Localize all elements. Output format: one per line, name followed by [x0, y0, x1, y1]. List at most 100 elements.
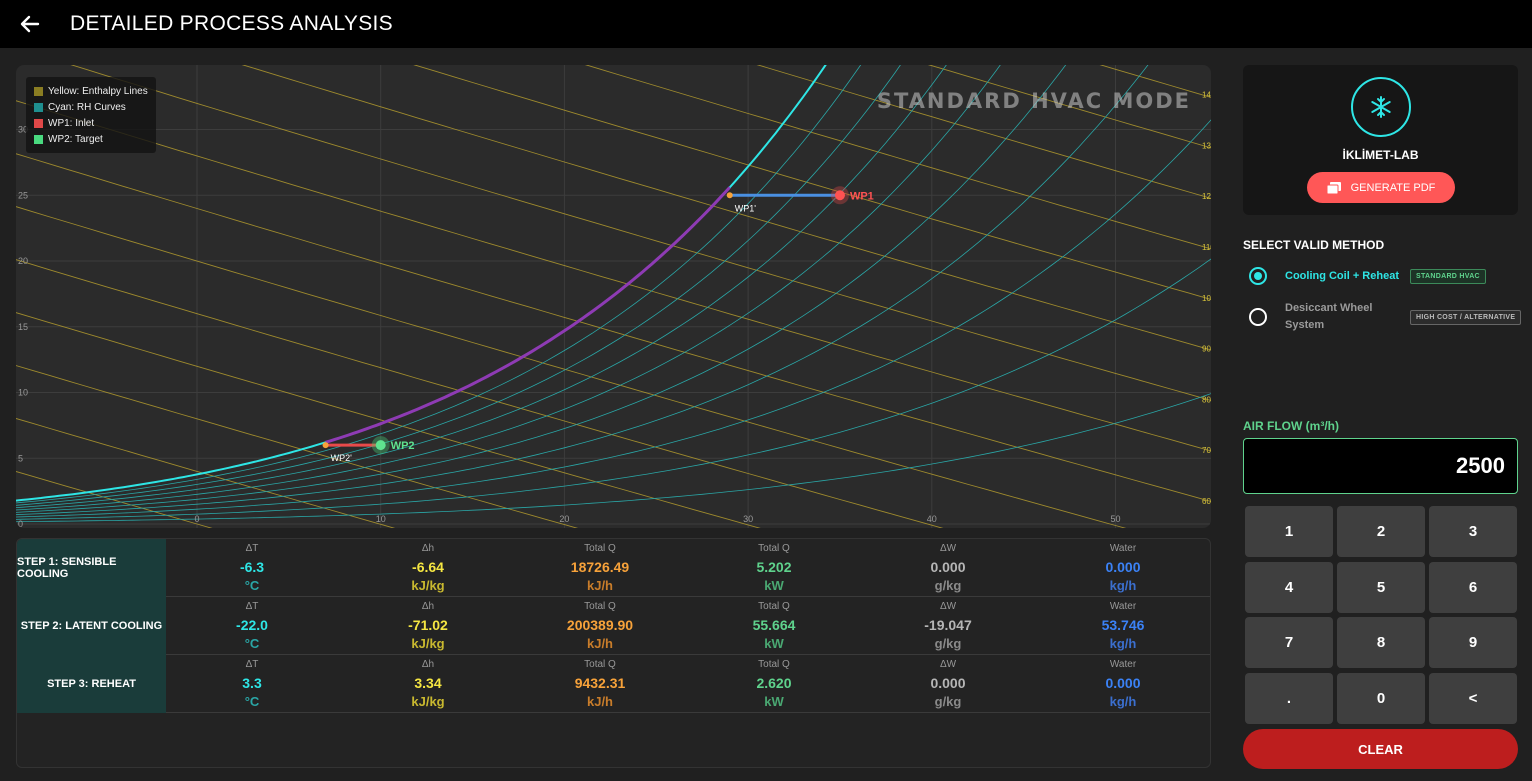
y-tick-label: 0	[18, 519, 23, 528]
cell-unit: kg/h	[1109, 578, 1137, 593]
cell-value: -19.047	[924, 617, 972, 633]
cell-value: 0.000	[1105, 559, 1141, 575]
method-option-desiccant-wheel[interactable]: Desiccant Wheel System HIGH COST / ALTER…	[1249, 300, 1524, 334]
enthalpy-line	[16, 259, 944, 528]
table-cell: Water 53.746 kg/h	[1037, 597, 1209, 655]
back-button[interactable]	[16, 10, 44, 38]
x-tick-label: 30	[743, 514, 753, 524]
cell-value: 0.000	[930, 675, 966, 691]
cell-value: -6.3	[239, 559, 265, 575]
radio-unselected[interactable]	[1249, 308, 1267, 326]
enthalpy-tick-label: 70	[1202, 446, 1211, 455]
table-cell: Δh -71.02 kJ/kg	[342, 597, 514, 655]
legend-item-wp2: WP2: Target	[34, 131, 148, 147]
rh-curve	[16, 65, 1067, 513]
generate-pdf-button[interactable]: GENERATE PDF	[1307, 172, 1455, 203]
legend-label: WP2: Target	[48, 133, 103, 145]
table-cell: Water 0.000 kg/h	[1037, 539, 1209, 597]
cell-header: Total Q	[758, 543, 790, 554]
cell-header: Water	[1109, 601, 1137, 612]
rh-curve	[16, 119, 1211, 518]
enthalpy-line	[241, 65, 1211, 351]
cell-unit: g/kg	[934, 578, 962, 593]
legend-swatch	[34, 118, 43, 128]
cell-unit: kg/h	[1109, 636, 1137, 651]
cell-header: Δh	[421, 659, 435, 670]
table-cell: Total Q 55.664 kW	[688, 597, 860, 655]
step-label: STEP 3: REHEAT	[17, 655, 166, 713]
legend-label: Yellow: Enthalpy Lines	[48, 85, 148, 97]
cell-value: 0.000	[1105, 675, 1141, 691]
y-tick-label: 5	[18, 453, 23, 463]
snowflake-icon	[1371, 96, 1391, 118]
enthalpy-tick-label: 100	[1202, 294, 1211, 303]
x-tick-label: 20	[559, 514, 569, 524]
keypad-key-7[interactable]: 7	[1245, 617, 1333, 668]
keypad-key-9[interactable]: 9	[1429, 617, 1517, 668]
rh-curve	[16, 65, 901, 506]
control-sidebar: İKLİMET-LAB GENERATE PDF SELECT VALID ME…	[1227, 48, 1532, 781]
cell-value: 0.000	[930, 559, 966, 575]
keypad-key-5[interactable]: 5	[1337, 561, 1425, 613]
enthalpy-line	[584, 65, 1211, 250]
keypad-key-6[interactable]: 6	[1429, 561, 1517, 613]
wp1-marker	[834, 190, 845, 201]
cell-header: Total Q	[584, 543, 616, 554]
keypad-key-4[interactable]: 4	[1245, 561, 1333, 613]
legend-swatch	[34, 86, 43, 96]
keypad-key-3[interactable]: 3	[1429, 506, 1517, 557]
cell-value: 18726.49	[570, 559, 630, 575]
rh-curve	[16, 65, 1001, 511]
rh-curve	[16, 258, 1211, 520]
cell-value: -22.0	[236, 617, 268, 633]
chart-canvas: WP1 WP2 WP1' WP2' 0 10 20 30 40 50 0 5 10 15 20 25 30 60 7…	[16, 65, 1211, 528]
legend-item-enthalpy: Yellow: Enthalpy Lines	[34, 83, 148, 99]
cell-value: 55.664	[752, 617, 796, 633]
cell-value: 3.34	[414, 675, 442, 691]
table-cell: Total Q 200389.90 kJ/h	[514, 597, 686, 655]
enthalpy-line	[413, 65, 1211, 300]
wp1-label: WP1	[850, 190, 874, 202]
legend-swatch	[34, 102, 43, 112]
keypad-key-1[interactable]: 1	[1245, 506, 1333, 557]
radio-selected[interactable]	[1249, 267, 1267, 285]
keypad-key-backspace[interactable]: <	[1429, 672, 1517, 724]
cell-unit: g/kg	[934, 636, 962, 651]
cell-header: Δh	[421, 601, 435, 612]
airflow-label: AIR FLOW (m³/h)	[1243, 419, 1339, 433]
rh-curve	[16, 393, 1211, 523]
method-option-cooling-coil[interactable]: Cooling Coil + Reheat STANDARD HVAC	[1249, 267, 1524, 285]
legend-label: Cyan: RH Curves	[48, 101, 126, 113]
brand-card: İKLİMET-LAB GENERATE PDF	[1243, 65, 1518, 215]
enthalpy-line	[927, 65, 1211, 149]
keypad-key-0[interactable]: 0	[1337, 672, 1425, 724]
brand-logo	[1351, 77, 1411, 137]
keypad-key-8[interactable]: 8	[1337, 617, 1425, 668]
enthalpy-line	[16, 153, 1211, 502]
x-tick-label: 10	[376, 514, 386, 524]
wp2-prime-label: WP2'	[331, 453, 353, 463]
enthalpy-line	[16, 206, 1127, 528]
airflow-input[interactable]: 2500	[1243, 438, 1518, 494]
cell-unit: kJ/kg	[411, 636, 445, 651]
enthalpy-line	[16, 418, 396, 528]
keypad-key-2[interactable]: 2	[1337, 506, 1425, 557]
wp2-marker	[375, 440, 386, 451]
cell-unit: kJ/h	[586, 694, 613, 709]
enthalpy-line	[16, 100, 1211, 452]
method-badge: STANDARD HVAC	[1410, 268, 1486, 284]
cell-header: ΔW	[939, 659, 957, 670]
table-row: STEP 1: SENSIBLE COOLING ΔT -6.3 °C Δh -6.64 k…	[17, 539, 1210, 597]
cell-header: ΔW	[939, 601, 957, 612]
y-tick-label: 20	[18, 256, 28, 266]
clear-button[interactable]: CLEAR	[1243, 729, 1518, 769]
cell-value: 5.202	[756, 559, 792, 575]
enthalpy-tick-label: 140	[1202, 91, 1211, 100]
method-name: Cooling Coil + Reheat	[1285, 269, 1399, 282]
cell-header: Total Q	[758, 601, 790, 612]
x-tick-label: 50	[1110, 514, 1120, 524]
arrow-left-icon	[20, 15, 40, 33]
wp2-label: WP2	[391, 440, 415, 452]
cell-value: 3.3	[242, 675, 262, 691]
keypad-key-dot[interactable]: .	[1245, 672, 1333, 724]
